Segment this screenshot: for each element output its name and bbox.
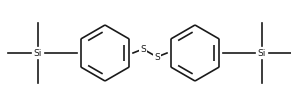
Text: S: S	[154, 52, 160, 61]
Text: S: S	[140, 45, 146, 54]
Text: Si: Si	[34, 49, 42, 57]
Text: Si: Si	[258, 49, 266, 57]
